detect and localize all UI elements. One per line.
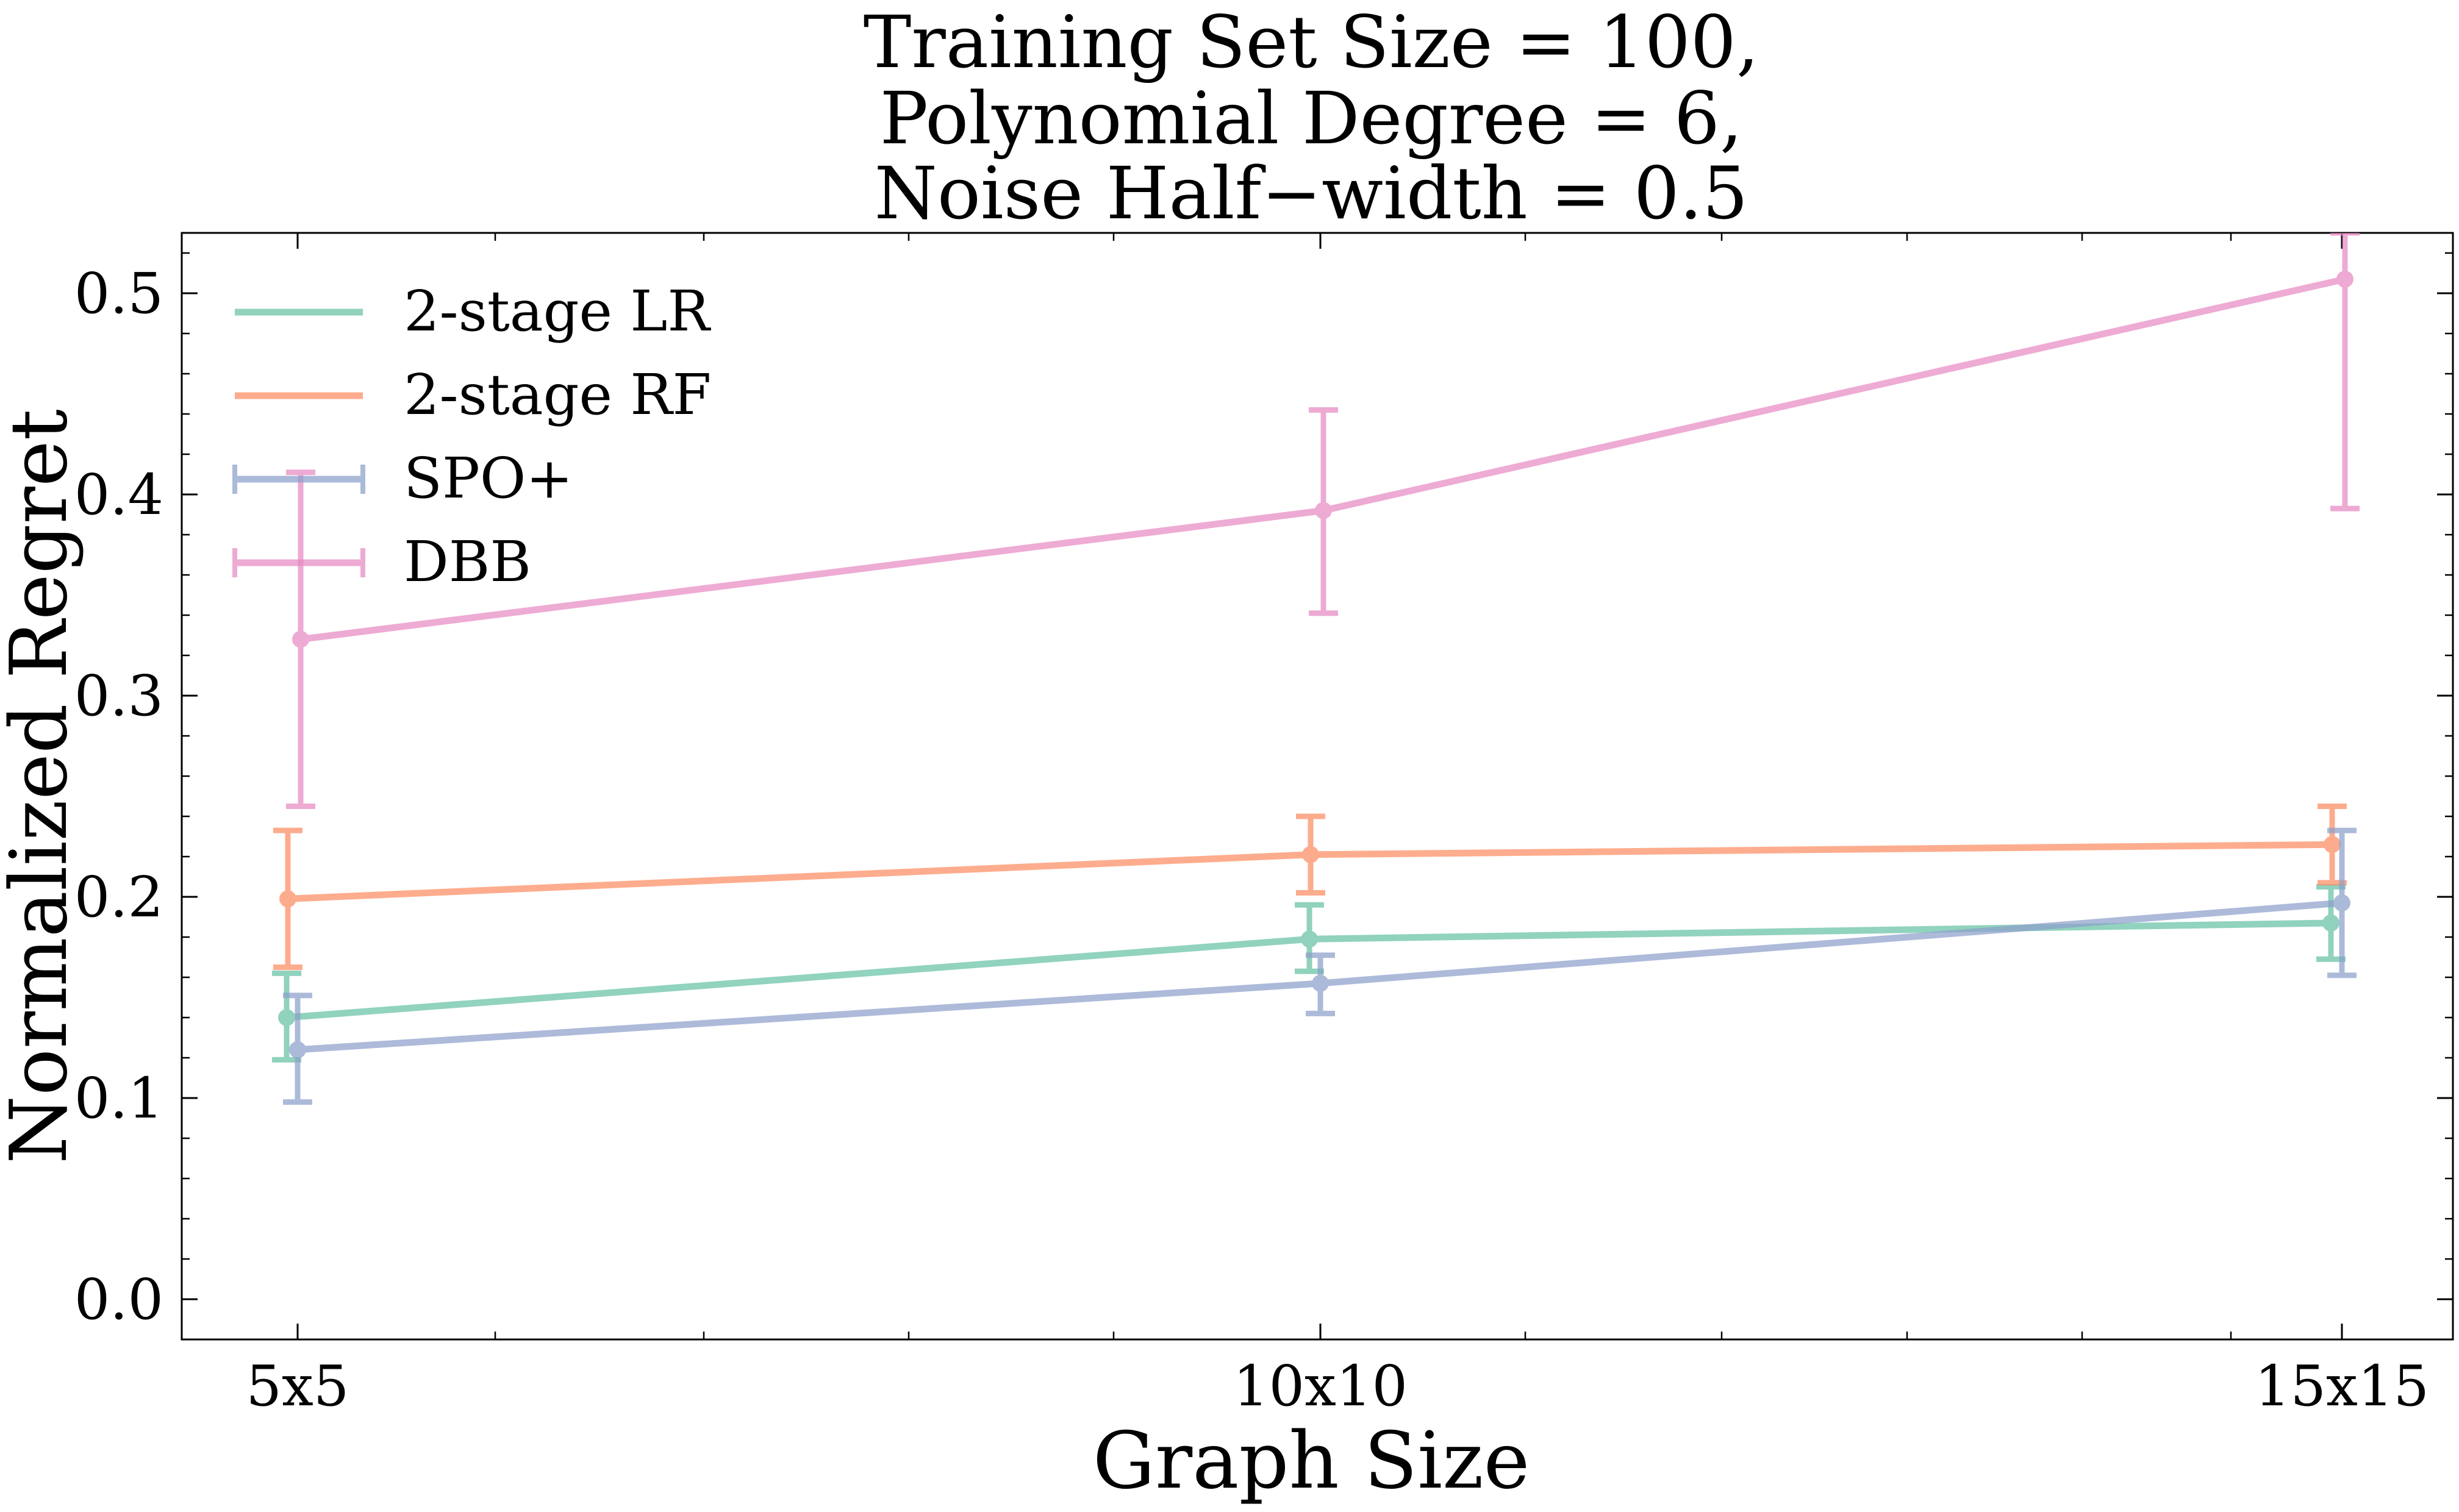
y-tick-label: 0.3 — [74, 663, 163, 729]
legend-label: DBB — [404, 529, 531, 594]
x-axis-label: Graph Size — [1093, 1416, 1530, 1507]
data-point — [289, 1041, 306, 1058]
y-tick-label: 0.4 — [74, 462, 163, 527]
x-tick-label: 10x10 — [1233, 1353, 1408, 1419]
data-point — [278, 1009, 295, 1026]
data-point — [1302, 846, 1319, 863]
series-dbb — [286, 233, 2360, 809]
legend-label: 2-stage LR — [404, 279, 711, 344]
y-tick-label: 0.5 — [74, 261, 163, 326]
title-line-2: Polynomial Degree = 6, — [880, 76, 1743, 160]
x-axis-ticks: 5x5 10x10 15x15 — [246, 233, 2429, 1419]
data-point — [2336, 270, 2353, 288]
y-axis-ticks: 0.0 0.1 0.2 0.3 0.4 0.5 — [74, 252, 2453, 1332]
title-line-3: Noise Half−width = 0.5 — [875, 151, 1749, 235]
legend-label: 2-stage RF — [404, 362, 711, 427]
data-point — [1312, 974, 1329, 992]
data-point — [1315, 502, 1332, 519]
data-point — [2324, 836, 2341, 854]
series-lines — [272, 233, 2360, 1105]
legend: 2-stage LR 2-stage RF SPO+ DBB — [232, 279, 711, 594]
series-clip-group — [272, 233, 2360, 1105]
legend-swatch — [232, 465, 365, 494]
plot-area — [181, 232, 2454, 1341]
series-2-stage-rf — [273, 804, 2347, 970]
legend-label: SPO+ — [404, 446, 573, 511]
y-axis-label: Normalized Regret — [0, 409, 85, 1164]
title-line-1: Training Set Size = 100, — [864, 0, 1759, 84]
x-tick-label: 5x5 — [246, 1353, 349, 1419]
data-point — [292, 630, 309, 648]
data-point — [2333, 894, 2350, 911]
x-tick-label: 15x15 — [2255, 1353, 2429, 1419]
plot-frame — [181, 232, 2454, 1341]
chart-title: Training Set Size = 100, Polynomial Degr… — [864, 0, 1759, 235]
series-spo- — [283, 827, 2357, 1105]
y-tick-label: 0.2 — [74, 865, 163, 930]
y-tick-label: 0.1 — [74, 1066, 163, 1131]
data-point — [2322, 914, 2339, 932]
data-point — [279, 890, 296, 908]
data-point — [1301, 930, 1318, 948]
y-tick-label: 0.0 — [74, 1267, 163, 1332]
legend-swatch — [232, 548, 365, 577]
